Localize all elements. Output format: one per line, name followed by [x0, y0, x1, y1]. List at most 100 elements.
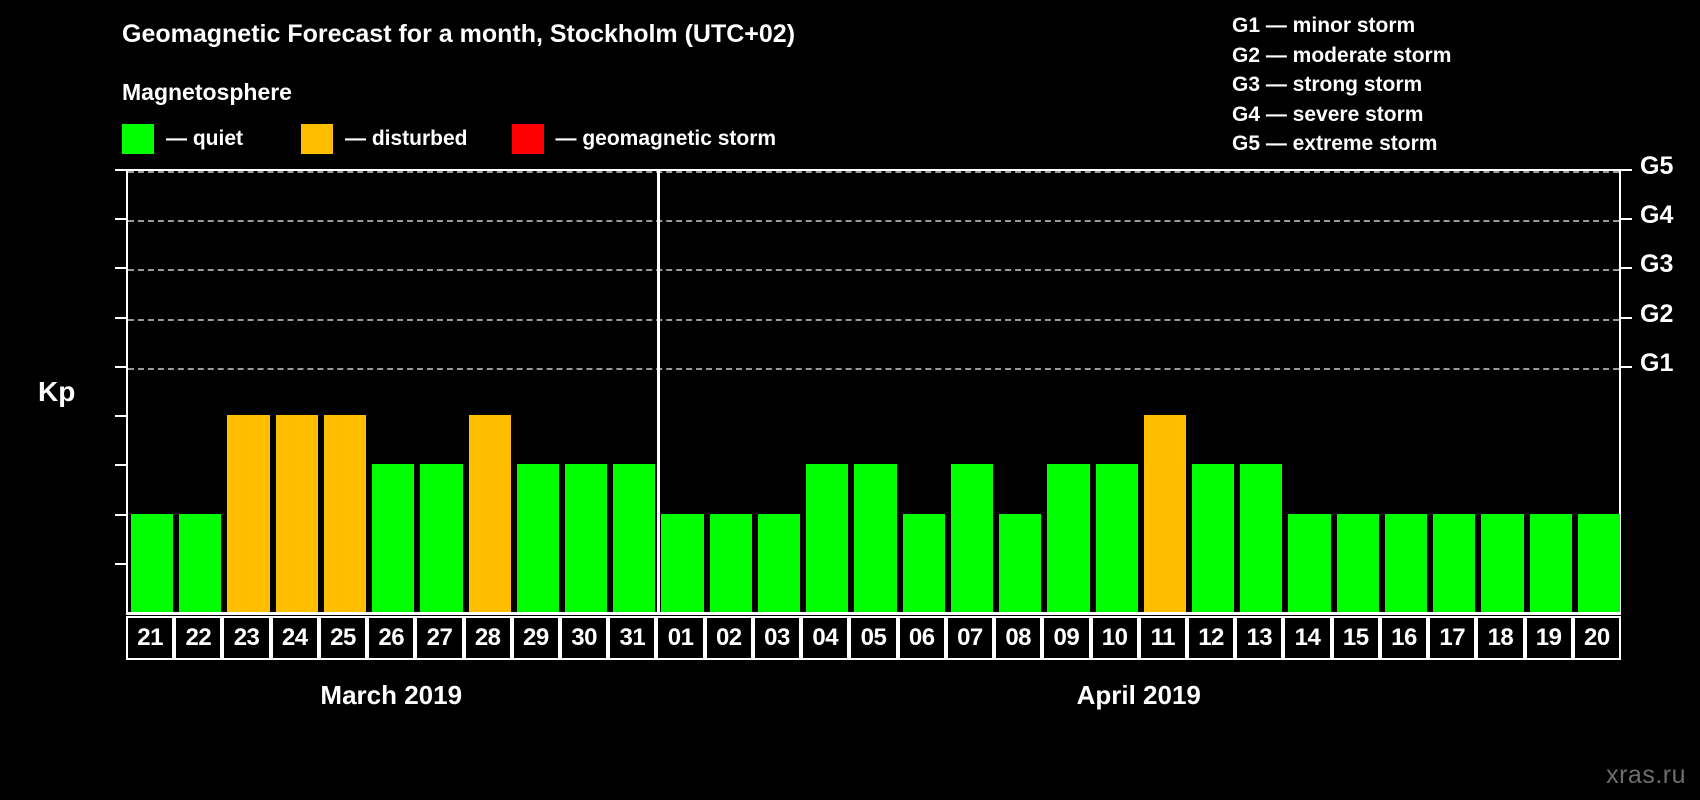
g-axis-label: G2 — [1640, 299, 1674, 328]
bar — [275, 415, 318, 612]
bar — [1384, 513, 1428, 612]
legend-label-storm: — geomagnetic storm — [555, 127, 777, 150]
watermark: xras.ru — [1606, 761, 1686, 789]
g-axis-label: G4 — [1640, 201, 1674, 230]
date-label: 05 — [849, 616, 898, 660]
gridline — [128, 220, 1619, 223]
bar — [613, 464, 656, 612]
bar — [227, 415, 270, 612]
x-axis-line — [126, 612, 1621, 615]
g-scale-legend: G1 — minor storm G2 — moderate storm G3 … — [1232, 11, 1451, 159]
g-axis-tick — [1621, 316, 1632, 319]
g-scale-line: G3 — strong storm — [1232, 73, 1423, 96]
green-square-icon — [122, 124, 154, 154]
gridline — [128, 367, 1619, 370]
date-label: 12 — [1186, 616, 1236, 660]
date-label: 04 — [801, 616, 850, 660]
bar — [1288, 513, 1331, 612]
bar — [131, 513, 174, 612]
g-axis-tick — [1621, 365, 1632, 368]
date-label: 31 — [608, 616, 657, 660]
date-label: 08 — [994, 616, 1043, 660]
page-title: Geomagnetic Forecast for a month, Stockh… — [122, 20, 796, 48]
g-axis-tick — [1621, 218, 1632, 221]
date-axis: 21 22 23 24 25 26 27 28 29 30 31 01 02 03 04 05 06 07 08 09… — [126, 616, 1621, 660]
bar — [372, 464, 415, 612]
bar — [179, 513, 222, 612]
y-axis-tick — [115, 218, 126, 221]
date-label: 03 — [752, 616, 802, 660]
date-label: 11 — [1138, 616, 1187, 660]
bar — [999, 513, 1042, 612]
date-label: 29 — [511, 616, 561, 660]
y-axis-tick — [115, 267, 126, 270]
y-axis-tick — [115, 513, 126, 516]
bar — [516, 464, 560, 612]
bar — [902, 513, 945, 612]
bar — [468, 415, 511, 612]
bar — [323, 415, 367, 612]
date-label: 06 — [897, 616, 946, 660]
red-square-icon — [511, 124, 544, 154]
date-label: 21 — [126, 616, 175, 660]
legend-heading: Magnetosphere — [122, 79, 292, 105]
y-axis-tick — [115, 415, 126, 418]
g-scale-line: G1 — minor storm — [1232, 14, 1416, 37]
gridline — [128, 318, 1619, 321]
bar — [1577, 513, 1620, 612]
month-divider — [656, 171, 660, 612]
y-axis-tick — [115, 562, 126, 565]
g-axis-label: G5 — [1640, 152, 1674, 180]
date-label: 07 — [945, 616, 995, 660]
bars-layer — [128, 171, 1620, 612]
bar — [806, 464, 849, 612]
legend-label-quiet: — quiet — [166, 127, 243, 150]
legend: — quiet — disturbed — geomagnetic storm — [122, 122, 776, 156]
date-label: 10 — [1090, 616, 1139, 660]
date-label: 20 — [1572, 616, 1621, 660]
g-scale-line: G2 — moderate storm — [1232, 43, 1452, 67]
bar — [1095, 464, 1138, 612]
bar — [1240, 464, 1283, 612]
bar — [1336, 513, 1379, 612]
g-scale-line: G5 — extreme storm — [1232, 132, 1438, 155]
plot-inner — [128, 171, 1620, 612]
date-label: 02 — [704, 616, 753, 660]
bar — [1191, 464, 1235, 612]
date-label: 15 — [1331, 616, 1380, 660]
date-label: 17 — [1428, 616, 1477, 660]
bar — [1143, 415, 1186, 612]
bar — [950, 464, 994, 612]
date-label: 09 — [1042, 616, 1091, 660]
month-caption: March 2019 — [320, 680, 463, 710]
y-axis-title: Kp — [38, 376, 76, 407]
bar — [854, 464, 897, 612]
legend-item-quiet: — quiet — [122, 122, 243, 156]
bar — [1433, 513, 1476, 612]
bar — [420, 464, 463, 612]
bar — [757, 513, 801, 612]
g-axis-tick — [1621, 169, 1632, 171]
g-axis-label: G1 — [1640, 348, 1674, 377]
date-label: 25 — [318, 616, 368, 660]
bar — [661, 513, 704, 612]
date-label: 23 — [222, 616, 271, 660]
gridline — [128, 171, 1619, 173]
bar — [709, 513, 752, 612]
date-label: 24 — [270, 616, 319, 660]
gridline — [128, 269, 1619, 272]
legend-label-disturbed: — disturbed — [345, 127, 468, 150]
plot-area — [126, 169, 1621, 612]
g-scale-line: G4 — severe storm — [1232, 102, 1424, 126]
legend-item-storm: — geomagnetic storm — [511, 122, 777, 156]
bar — [1529, 513, 1572, 612]
y-axis-tick — [115, 464, 126, 467]
orange-square-icon — [301, 124, 333, 154]
date-label: 22 — [174, 616, 223, 660]
date-label: 28 — [463, 616, 512, 660]
date-label: 01 — [656, 616, 705, 660]
date-label: 16 — [1379, 616, 1429, 660]
legend-item-disturbed: — disturbed — [301, 122, 468, 156]
date-label: 27 — [415, 616, 464, 660]
y-axis-tick — [115, 169, 126, 171]
